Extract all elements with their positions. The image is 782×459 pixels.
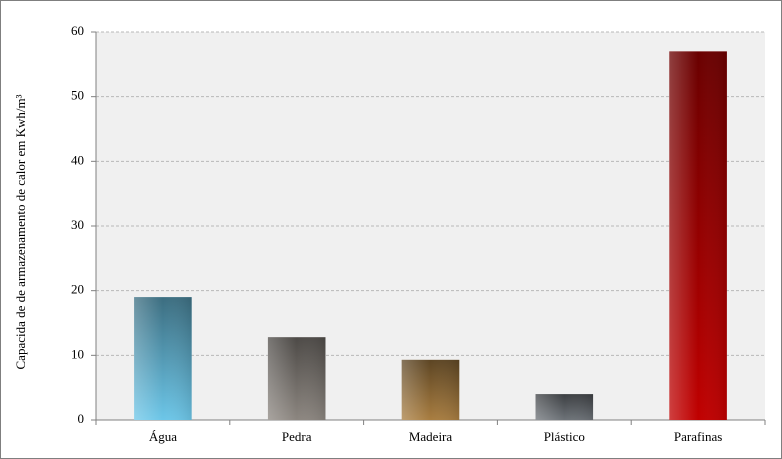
bar bbox=[669, 51, 727, 421]
y-axis-label: Capacida de de armazenamento de calor em… bbox=[13, 94, 28, 369]
bar bbox=[401, 359, 460, 420]
x-tick-label: Pedra bbox=[282, 429, 312, 444]
y-tick-label: 30 bbox=[71, 217, 84, 232]
bar bbox=[267, 337, 326, 420]
bar bbox=[134, 297, 192, 420]
y-tick-label: 0 bbox=[78, 411, 85, 426]
bar bbox=[535, 394, 594, 420]
y-tick-label: 10 bbox=[71, 346, 84, 361]
x-tick-label: Água bbox=[149, 429, 177, 444]
y-tick-label: 40 bbox=[71, 152, 84, 167]
x-tick-label: Plástico bbox=[544, 429, 585, 444]
y-tick-label: 20 bbox=[71, 282, 84, 297]
x-tick-label: Madeira bbox=[409, 429, 453, 444]
y-tick-label: 50 bbox=[71, 88, 84, 103]
x-tick-label: Parafinas bbox=[674, 429, 722, 444]
y-tick-label: 60 bbox=[71, 23, 84, 38]
